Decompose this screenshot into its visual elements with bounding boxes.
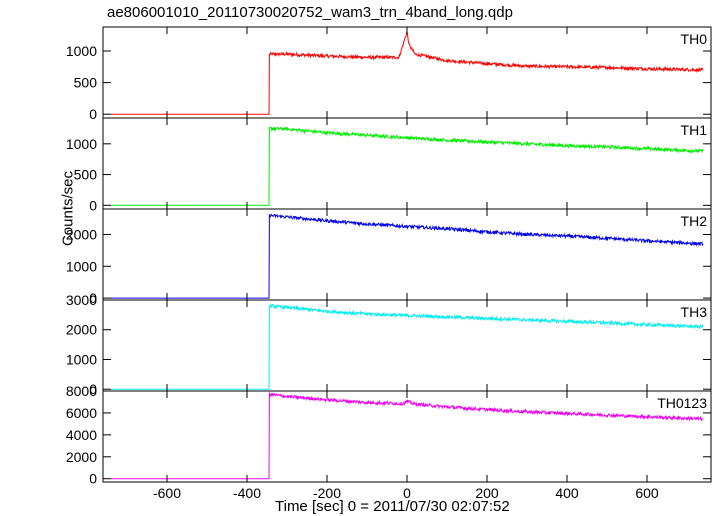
x-tick-label: -400 [233, 485, 261, 501]
series-line-th1 [111, 126, 704, 206]
y-tick-label: 0 [89, 106, 97, 122]
y-tick-label: 0 [89, 290, 97, 306]
series-line-th2 [111, 213, 704, 299]
x-tick-label: 200 [475, 485, 499, 501]
y-tick-label: 1000 [66, 136, 97, 152]
panel-th0: 0 500 1000 TH0 [66, 26, 712, 122]
x-tick-label: 0 [403, 485, 411, 501]
x-tick-label: -600 [153, 485, 181, 501]
panel-th3: 0 1000 2000 3000 TH3 [66, 292, 712, 397]
y-tick-label: 0 [89, 381, 97, 397]
x-axis-label: Time [sec] 0 = 2011/07/30 02:07:52 [275, 498, 510, 515]
y-tick-label: 500 [74, 75, 98, 91]
panel-frame [102, 117, 712, 210]
panel-th0123: 0 2000 4000 6000 8000 TH0123 [66, 383, 712, 487]
panel-frame [102, 26, 712, 119]
series-line-th0 [111, 30, 704, 115]
panel-th1: 0 500 1000 TH1 [66, 117, 712, 213]
y-tick-label: 1000 [66, 351, 97, 367]
series-line-th3 [111, 303, 704, 390]
y-tick-label: 500 [74, 167, 98, 183]
x-tick-label: 400 [555, 485, 579, 501]
panel-th2: 0 1000 2000 TH2 [66, 208, 712, 306]
panel-label-th2: TH2 [681, 213, 708, 229]
y-tick-label: 1000 [66, 258, 97, 274]
y-tick-label: 2000 [66, 449, 97, 465]
y-tick-label: 0 [89, 197, 97, 213]
panel-frame [102, 299, 712, 392]
y-tick-label: 1000 [66, 43, 97, 59]
y-tick-label: 3000 [66, 292, 97, 308]
panel-label-th0123: TH0123 [657, 395, 707, 411]
panel-label-th0: TH0 [681, 31, 708, 47]
panel-frame [102, 390, 712, 483]
y-tick-label: 4000 [66, 427, 97, 443]
y-tick-label: 2000 [66, 322, 97, 338]
panel-label-th1: TH1 [681, 122, 708, 138]
series-line-th0123 [111, 391, 704, 480]
panel-frame [102, 208, 712, 301]
y-tick-label: 6000 [66, 405, 97, 421]
x-tick-label: -200 [313, 485, 341, 501]
y-tick-label: 0 [89, 471, 97, 487]
panel-label-th3: TH3 [681, 304, 708, 320]
y-tick-label: 2000 [66, 226, 97, 242]
chart-title: ae806001010_20110730020752_wam3_trn_4ban… [107, 4, 513, 21]
y-tick-label: 8000 [66, 383, 97, 399]
x-tick-label: 600 [635, 485, 659, 501]
